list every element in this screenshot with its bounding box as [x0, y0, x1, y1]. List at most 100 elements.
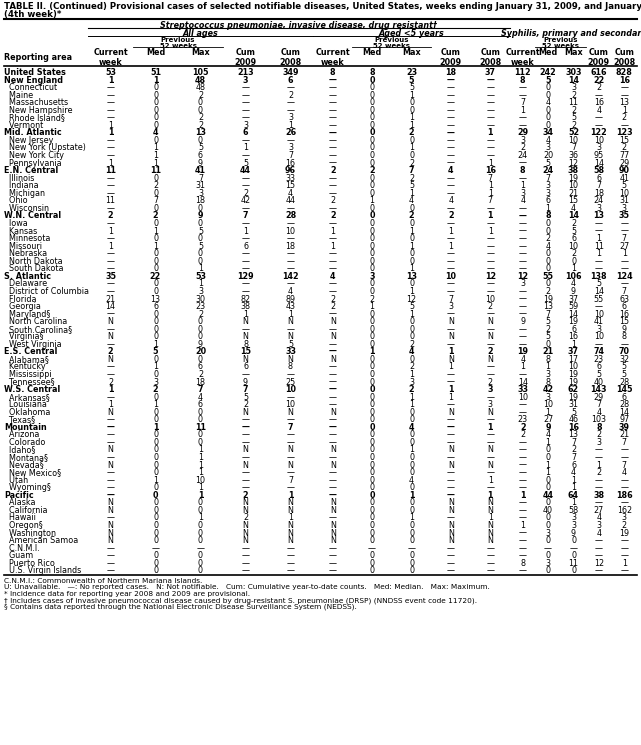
Text: 19: 19 — [569, 378, 579, 387]
Text: 2: 2 — [545, 234, 551, 243]
Text: —: — — [287, 559, 294, 568]
Text: —: — — [287, 544, 294, 553]
Text: North Carolina: North Carolina — [4, 317, 67, 326]
Text: 0: 0 — [153, 204, 158, 213]
Text: 23: 23 — [196, 302, 206, 311]
Text: —: — — [329, 431, 337, 440]
Text: 0: 0 — [370, 234, 374, 243]
Text: 1: 1 — [520, 363, 525, 372]
Text: 3: 3 — [409, 378, 414, 387]
Text: 7: 7 — [596, 400, 601, 409]
Text: 1: 1 — [198, 468, 203, 477]
Text: 0: 0 — [409, 484, 414, 492]
Text: —: — — [329, 144, 337, 153]
Text: 0: 0 — [545, 121, 551, 130]
Text: —: — — [447, 249, 455, 259]
Text: 106: 106 — [565, 272, 582, 281]
Text: 0: 0 — [409, 136, 414, 145]
Text: 5: 5 — [545, 332, 551, 341]
Text: 0: 0 — [409, 219, 414, 228]
Text: —: — — [487, 144, 494, 153]
Text: 96: 96 — [285, 166, 296, 175]
Text: 6: 6 — [545, 197, 551, 206]
Text: —: — — [329, 310, 337, 319]
Text: 9: 9 — [198, 212, 203, 221]
Text: 1: 1 — [198, 446, 203, 454]
Text: 0: 0 — [545, 453, 551, 462]
Text: 16: 16 — [285, 159, 296, 168]
Text: 58: 58 — [569, 506, 579, 515]
Text: —: — — [242, 219, 249, 228]
Text: 2: 2 — [520, 423, 526, 432]
Text: 1: 1 — [108, 241, 113, 250]
Text: —: — — [106, 551, 115, 560]
Text: —: — — [595, 91, 603, 100]
Text: —: — — [620, 446, 628, 454]
Text: 0: 0 — [370, 393, 374, 402]
Text: 53: 53 — [105, 68, 116, 77]
Text: N: N — [329, 506, 336, 515]
Text: —: — — [329, 219, 337, 228]
Text: N: N — [448, 506, 454, 515]
Text: —: — — [595, 484, 603, 492]
Text: —: — — [242, 468, 249, 477]
Text: 4: 4 — [153, 128, 158, 137]
Text: 18: 18 — [196, 378, 206, 387]
Text: N: N — [108, 446, 113, 454]
Text: —: — — [329, 378, 337, 387]
Text: 1: 1 — [409, 446, 414, 454]
Text: —: — — [519, 438, 527, 447]
Text: —: — — [242, 83, 249, 92]
Text: 19: 19 — [569, 370, 579, 379]
Text: —: — — [447, 310, 455, 319]
Text: —: — — [595, 446, 603, 454]
Text: 9: 9 — [545, 423, 551, 432]
Text: —: — — [595, 302, 603, 311]
Text: 5: 5 — [622, 181, 627, 190]
Text: Mississippi: Mississippi — [4, 370, 52, 379]
Text: 1: 1 — [571, 476, 576, 485]
Text: —: — — [544, 544, 552, 553]
Text: Max: Max — [402, 48, 420, 57]
Text: 2: 2 — [545, 325, 551, 334]
Text: 6: 6 — [288, 75, 293, 84]
Text: 5: 5 — [409, 181, 414, 190]
Text: —: — — [569, 544, 578, 553]
Text: —: — — [329, 340, 337, 349]
Text: —: — — [447, 453, 455, 462]
Text: 5: 5 — [622, 370, 627, 379]
Text: —: — — [287, 325, 294, 334]
Text: —: — — [242, 431, 249, 440]
Text: 22: 22 — [594, 75, 604, 84]
Text: 213: 213 — [237, 68, 254, 77]
Text: —: — — [447, 378, 455, 387]
Text: 138: 138 — [590, 272, 607, 281]
Text: —: — — [519, 460, 527, 469]
Text: 242: 242 — [540, 68, 556, 77]
Text: 0: 0 — [409, 98, 414, 107]
Text: —: — — [287, 438, 294, 447]
Text: 5: 5 — [409, 83, 414, 92]
Text: N: N — [487, 521, 493, 530]
Text: 2: 2 — [330, 302, 335, 311]
Text: —: — — [447, 476, 455, 485]
Text: 0: 0 — [198, 498, 203, 507]
Text: —: — — [519, 332, 527, 341]
Text: 82: 82 — [240, 294, 251, 303]
Text: —: — — [106, 106, 115, 115]
Text: —: — — [106, 513, 115, 522]
Text: —: — — [487, 415, 494, 425]
Text: —: — — [447, 431, 455, 440]
Text: 0: 0 — [198, 249, 203, 259]
Text: 14: 14 — [568, 75, 579, 84]
Text: 2: 2 — [596, 468, 601, 477]
Text: 2: 2 — [108, 347, 113, 356]
Text: —: — — [329, 287, 337, 296]
Text: 1: 1 — [488, 226, 493, 235]
Text: —: — — [519, 159, 527, 168]
Text: —: — — [106, 151, 115, 160]
Text: 0: 0 — [370, 408, 374, 416]
Text: N: N — [448, 446, 454, 454]
Text: Cum
2008: Cum 2008 — [479, 48, 501, 67]
Text: 10: 10 — [619, 188, 629, 198]
